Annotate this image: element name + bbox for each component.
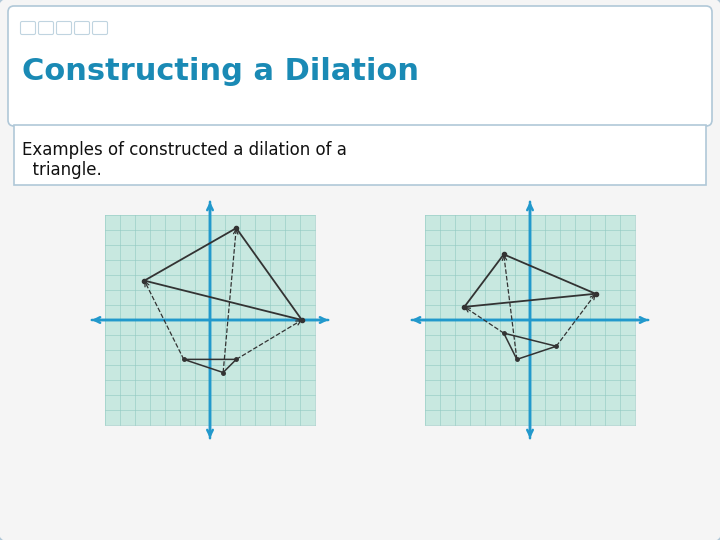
Text: Constructing a Dilation: Constructing a Dilation bbox=[22, 57, 419, 86]
FancyBboxPatch shape bbox=[8, 6, 712, 126]
FancyBboxPatch shape bbox=[74, 22, 89, 35]
FancyBboxPatch shape bbox=[14, 125, 706, 185]
FancyBboxPatch shape bbox=[20, 22, 35, 35]
Bar bbox=[425, 215, 635, 425]
Text: Examples of constructed a dilation of a: Examples of constructed a dilation of a bbox=[22, 141, 347, 159]
FancyBboxPatch shape bbox=[56, 22, 71, 35]
FancyBboxPatch shape bbox=[38, 22, 53, 35]
Text: triangle.: triangle. bbox=[22, 161, 102, 179]
FancyBboxPatch shape bbox=[92, 22, 107, 35]
Bar bbox=[105, 215, 315, 425]
